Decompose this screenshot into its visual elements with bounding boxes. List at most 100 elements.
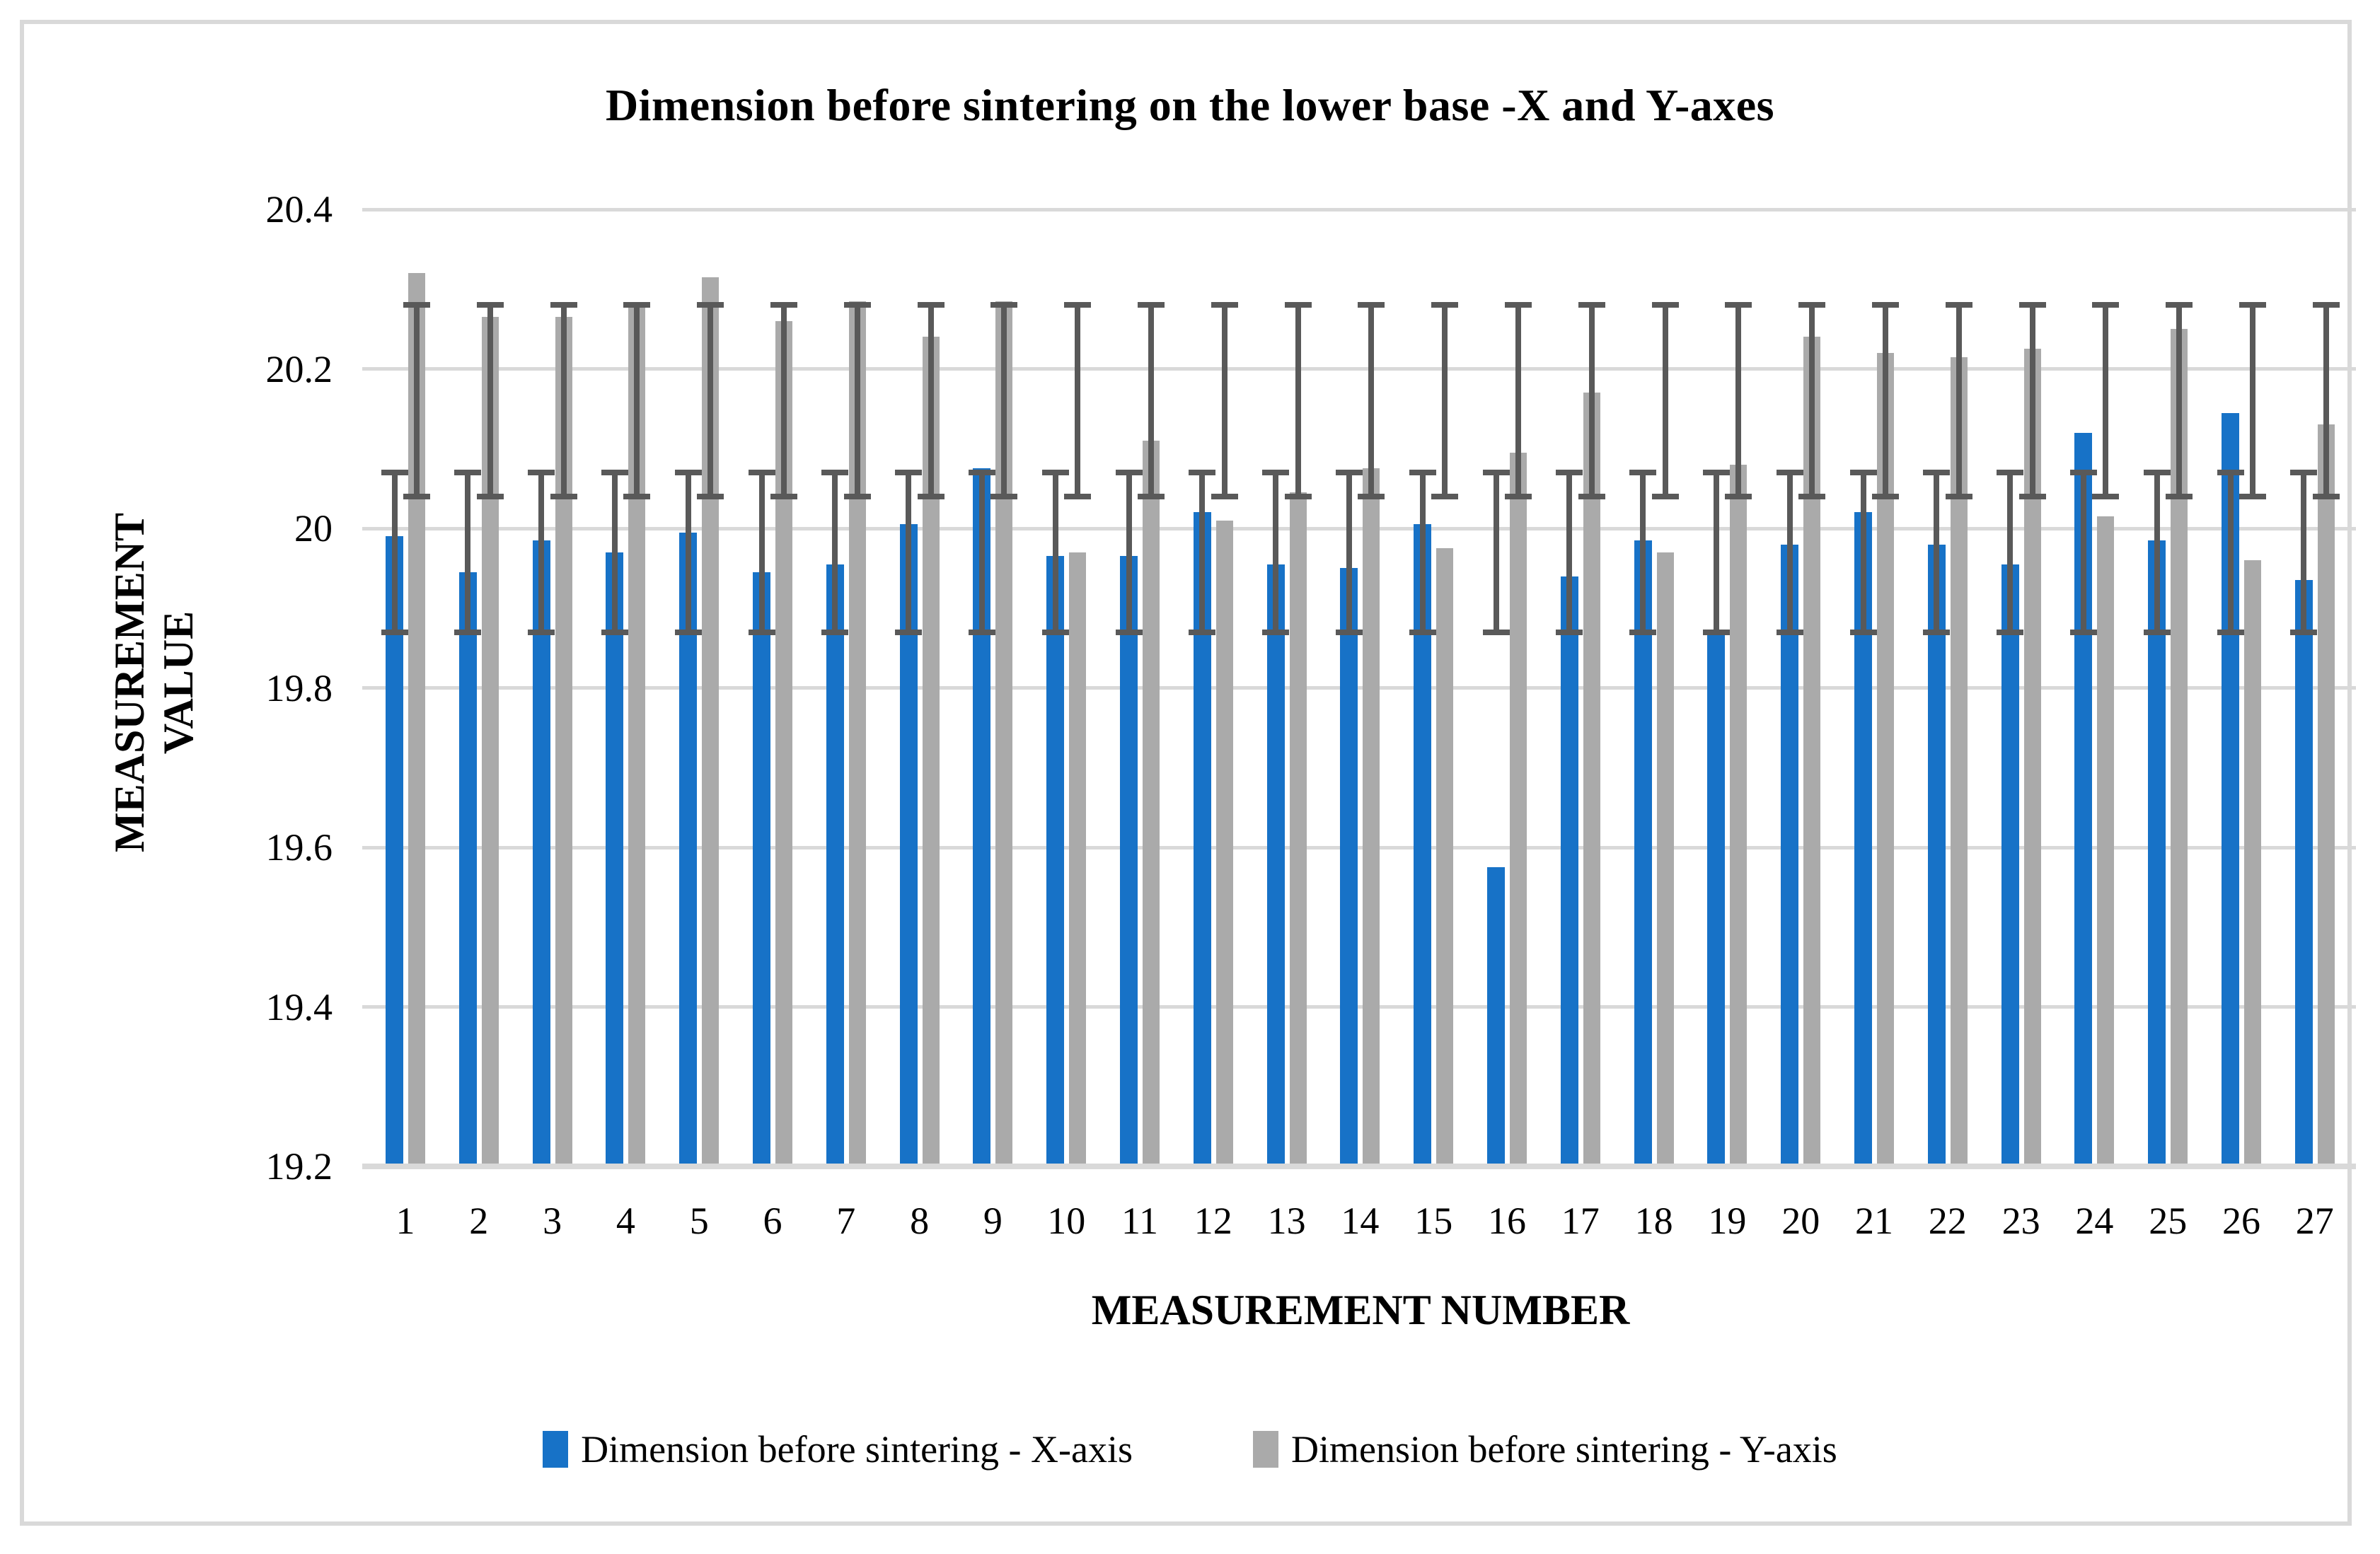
x-series-error-bar-cap [1409, 470, 1436, 476]
x-series-error-bar-line [1860, 472, 1866, 632]
x-tick-label: 1 [395, 1200, 415, 1242]
x-series-error-bar-line [611, 472, 618, 632]
x-series-error-bar-cap [2069, 629, 2097, 635]
y-series-error-bar-cap [2018, 493, 2046, 499]
y-series-error-bar-cap [1945, 493, 1972, 499]
x-series-bar [606, 552, 624, 1166]
x-series-bar [2148, 540, 2166, 1166]
y-series-error-bar-cap [1138, 302, 1165, 308]
x-series-error-bar-cap [601, 629, 628, 635]
x-tick-label: 26 [2222, 1200, 2260, 1242]
y-series-bar [1436, 548, 1454, 1166]
y-series-error-bar-cap [1872, 302, 1899, 308]
x-series-error-bar-cap [1335, 470, 1363, 476]
y-series-error-bar-cap [843, 493, 871, 499]
x-series-error-bar-line [832, 472, 838, 632]
x-series-error-bar-cap [2217, 629, 2244, 635]
x-series-error-bar-line [1713, 472, 1719, 632]
x-series-error-bar-cap [1923, 629, 1951, 635]
x-series-error-bar-cap [748, 470, 775, 476]
x-series-error-bar-line [2080, 472, 2086, 632]
x-tick-label: 18 [1634, 1200, 1673, 1242]
y-series-error-bar-line [1368, 305, 1375, 497]
x-tick-label: 6 [763, 1200, 782, 1242]
x-series-error-bar-line [1934, 472, 1940, 632]
x-series-bar [1927, 544, 1946, 1166]
x-tick-label: 3 [543, 1200, 562, 1242]
x-series-error-bar-cap [1702, 629, 1730, 635]
y-series-error-bar-cap [2092, 302, 2120, 308]
x-series-error-bar-line [685, 472, 691, 632]
x-tick-label: 15 [1414, 1200, 1453, 1242]
y-series-error-bar-cap [917, 302, 945, 308]
x-series-error-bar-line [538, 472, 545, 632]
y-tick-label: 20.4 [265, 188, 333, 231]
legend-label-y-series: Dimension before sintering - Y-axis [1290, 1428, 1837, 1471]
y-series-error-bar-line [707, 305, 714, 497]
y-series-error-bar-cap [1578, 493, 1605, 499]
y-series-bar [1215, 520, 1233, 1166]
y-series-bar [1143, 440, 1160, 1166]
y-series-error-bar-cap [1138, 493, 1165, 499]
x-tick-label: 22 [1928, 1200, 1967, 1242]
y-series-bar [1583, 393, 1600, 1166]
x-series-error-bar-line [1566, 472, 1573, 632]
x-series-error-bar-cap [1115, 470, 1143, 476]
x-series-error-bar-cap [528, 470, 555, 476]
x-series-error-bar-line [1199, 472, 1206, 632]
y-series-error-bar-cap [1651, 302, 1679, 308]
y-series-error-bar-cap [2018, 302, 2046, 308]
x-series-error-bar-cap [1041, 629, 1069, 635]
y-series-error-bar-line [1075, 305, 1081, 497]
x-series-bar [1707, 632, 1726, 1166]
x-series-error-bar-line [906, 472, 912, 632]
y-series-error-bar-line [560, 305, 567, 497]
x-series-error-bar-cap [1482, 470, 1510, 476]
x-series-bar [1120, 556, 1138, 1166]
x-axis-title: MEASUREMENT NUMBER [1091, 1287, 1630, 1333]
x-series-error-bar-line [2154, 472, 2160, 632]
x-series-error-bar-cap [1849, 470, 1877, 476]
x-series-error-bar-cap [601, 470, 628, 476]
x-series-bar [2001, 564, 2019, 1166]
y-series-bar [1069, 552, 1087, 1166]
y-series-error-bar-cap [1358, 302, 1385, 308]
y-series-error-bar-cap [1505, 493, 1532, 499]
y-series-error-bar-line [1295, 305, 1301, 497]
x-series-error-bar-cap [1776, 629, 1803, 635]
x-tick-label: 17 [1561, 1200, 1600, 1242]
y-tick-label: 19.4 [265, 985, 333, 1028]
x-tick-label: 13 [1267, 1200, 1306, 1242]
x-series-error-bar-cap [2290, 629, 2318, 635]
y-tick-label: 20.2 [265, 347, 333, 390]
x-series-error-bar-cap [1629, 470, 1657, 476]
x-series-bar [1340, 568, 1358, 1166]
x-tick-label: 19 [1708, 1200, 1747, 1242]
chart-title: Dimension before sintering on the lower … [605, 80, 1775, 130]
y-series-error-bar-line [1588, 305, 1595, 497]
y-series-bar [1656, 552, 1674, 1166]
y-series-error-bar-line [2176, 305, 2183, 497]
y-series-error-bar-cap [2239, 302, 2266, 308]
x-series-error-bar-cap [1189, 470, 1216, 476]
y-series-bar [2244, 560, 2261, 1166]
x-tick-label: 25 [2149, 1200, 2188, 1242]
y-series-error-bar-cap [990, 493, 1018, 499]
x-series-error-bar-cap [2069, 470, 2097, 476]
x-series-bar [1487, 867, 1505, 1166]
gridline [362, 686, 2356, 690]
x-series-bar [1266, 564, 1285, 1166]
x-series-error-bar-cap [1262, 629, 1290, 635]
x-series-error-bar-line [1126, 472, 1132, 632]
y-series-bar [1510, 452, 1527, 1166]
x-series-error-bar-cap [1997, 470, 2024, 476]
x-series-bar [1560, 576, 1578, 1166]
y-series-error-bar-cap [1725, 302, 1752, 308]
y-series-error-bar-cap [623, 493, 651, 499]
x-series-error-bar-cap [1041, 470, 1069, 476]
y-series-error-bar-cap [1945, 302, 1972, 308]
y-series-error-bar-line [928, 305, 934, 497]
y-series-error-bar-cap [1064, 493, 1092, 499]
y-series-error-bar-line [487, 305, 493, 497]
